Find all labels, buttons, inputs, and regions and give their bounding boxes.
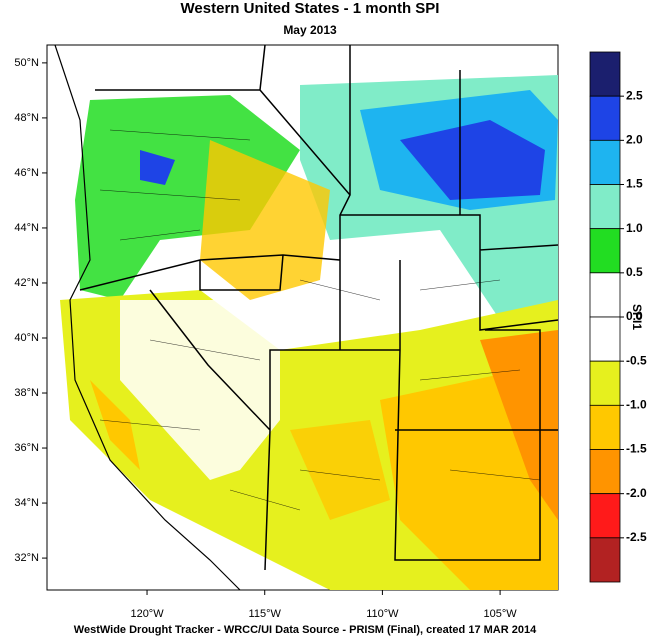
colorbar-swatch [589,139,621,185]
lat-label: 42°N [14,277,39,289]
colorbar-swatch [589,95,621,141]
colorbar-swatch [589,184,621,230]
colorbar-swatch [589,51,621,97]
colorbar-swatch [589,272,621,318]
colorbar-tick-label: -0.5 [626,353,647,367]
lon-label: 115°W [249,608,282,620]
lat-label: 38°N [14,387,39,399]
colorbar-tick-label: -1.5 [626,442,647,456]
colorbar-tick-label: 1.5 [626,177,643,191]
colorbar-swatch [589,228,621,274]
lon-label: 105°W [484,608,518,620]
colorbar-swatch [589,360,621,406]
colorbar-label: SPI1 [630,304,644,330]
colorbar-swatch [589,493,621,539]
colorbar-tick-label: 1.0 [626,221,643,235]
lat-label: 50°N [14,57,39,69]
title: Western United States - 1 month SPI [181,0,440,17]
colorbar-swatch [589,404,621,450]
colorbar-tick-label: -2.5 [626,530,647,544]
lat-label: 44°N [14,222,39,234]
colorbar-tick-label: 2.5 [626,88,643,102]
lat-label: 34°N [14,497,39,509]
colorbar-swatch [589,449,621,495]
map [46,44,559,591]
lat-label: 36°N [14,442,39,454]
colorbar-tick-label: 2.0 [626,133,643,147]
colorbar-swatch [589,537,621,583]
lat-label: 46°N [14,167,39,179]
footer: WestWide Drought Tracker - WRCC/UI Data … [74,624,537,636]
colorbar-tick-label: -1.0 [626,398,647,412]
colorbar-tick-label: 0.0 [626,309,643,323]
colorbar-swatch [589,316,621,362]
lat-label: 48°N [14,112,39,124]
colorbar-tick-label: -2.0 [626,486,647,500]
subtitle: May 2013 [283,23,337,37]
lon-label: 120°W [130,608,164,620]
lat-label: 40°N [14,332,39,344]
colorbar-tick-label: 0.5 [626,265,643,279]
lat-label: 32°N [14,552,39,564]
lon-label: 110°W [366,608,399,620]
